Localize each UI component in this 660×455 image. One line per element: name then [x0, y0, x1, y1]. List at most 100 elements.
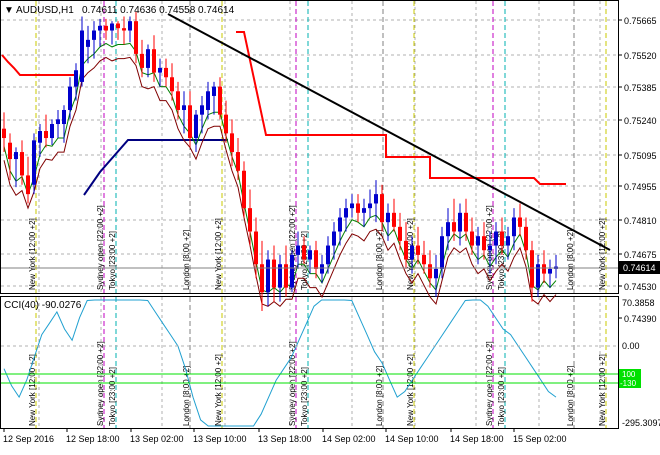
candle-body — [530, 250, 534, 288]
price-axis-label: 0.74810 — [624, 216, 657, 226]
price-axis-label: 0.74530 — [624, 282, 657, 292]
session-label-tokyo: Tokyo [23:00 +2] — [108, 231, 117, 290]
candle-body — [350, 203, 354, 209]
candle-body — [92, 30, 96, 40]
price-axis-label: 0.74675 — [624, 250, 657, 260]
candle-body — [212, 86, 216, 96]
trendline — [167, 13, 611, 251]
price-axis-label: 0.75665 — [624, 16, 657, 26]
price-axis-label: 0.75385 — [624, 83, 657, 93]
session-label-sydney: Sydney open [22:00 +2] — [485, 341, 494, 426]
time-axis-label: 13 Sep 10:00 — [193, 434, 247, 444]
session-label-tokyo: Tokyo [23:00 +2] — [497, 231, 506, 290]
red-level-line — [1, 54, 74, 76]
time-axis-label: 15 Sep 02:00 — [513, 434, 567, 444]
session-label-sydney: Sydney open [22:00 +2] — [288, 205, 297, 290]
candle-body — [188, 105, 192, 139]
session-label-ny: New York [12:00 +2] — [598, 218, 607, 290]
candle-body — [80, 30, 84, 82]
cci-panel[interactable] — [0, 296, 619, 429]
candle-body — [206, 91, 210, 110]
blue-level-line — [83, 139, 228, 196]
session-label-london: London [8:00 +2] — [375, 366, 384, 426]
cci-axis-bottom: -295.3097 — [622, 418, 660, 428]
session-label-sydney: Sydney open [22:00 +2] — [96, 341, 105, 426]
cci-level-plus: 100 — [622, 370, 636, 379]
candle-body — [242, 170, 246, 209]
session-label-london: London [8:00 +2] — [375, 230, 384, 290]
candle-body — [278, 264, 282, 288]
session-label-london: London [8:00 +2] — [566, 366, 575, 426]
time-axis-label: 13 Sep 18:00 — [258, 434, 312, 444]
candle-body — [104, 25, 108, 31]
candle-body — [452, 222, 456, 232]
cci-title: CCI(40) -90.0276 — [4, 300, 82, 311]
candle-body — [170, 77, 174, 92]
session-label-ny: New York [12:00 +2] — [28, 354, 37, 426]
candle-body — [20, 152, 24, 176]
candle-body — [356, 203, 360, 213]
time-axis-label: 14 Sep 18:00 — [450, 434, 504, 444]
candle-body — [410, 245, 414, 260]
candle-body — [116, 23, 120, 29]
cci-level-minus-tag — [619, 378, 641, 388]
candle-body — [50, 124, 54, 139]
session-label-london: London [8:00 +2] — [566, 230, 575, 290]
candle-body — [290, 254, 294, 288]
candle-body — [332, 231, 336, 246]
candle-body — [32, 140, 36, 185]
candle-body — [26, 175, 30, 195]
candle-body — [98, 25, 102, 31]
current-price-tag — [619, 261, 660, 274]
ma-dark-line — [3, 56, 557, 307]
candle-body — [500, 231, 504, 246]
candle-body — [200, 105, 204, 115]
candle-body — [326, 245, 330, 265]
candle-body — [494, 231, 498, 246]
candle-body — [362, 208, 366, 213]
candle-body — [374, 194, 378, 204]
session-label-ny: New York [12:00 +2] — [214, 218, 223, 290]
candle-body — [422, 254, 426, 265]
candle-body — [176, 91, 180, 110]
candle-body — [518, 217, 522, 227]
time-axis-label: 12 Sep 2016 — [3, 434, 54, 444]
candle-body — [152, 49, 156, 73]
cci-level-plus-tag — [619, 369, 641, 379]
candle-body — [224, 114, 228, 134]
candle-body — [158, 67, 162, 73]
candle-body — [110, 23, 114, 31]
candle-body — [8, 142, 12, 160]
candle-body — [308, 250, 312, 260]
candle-body — [164, 67, 168, 78]
session-label-ny: New York [12:00 +2] — [28, 218, 37, 290]
main-chart-panel[interactable] — [0, 0, 619, 294]
cci-level-minus: -130 — [620, 379, 637, 388]
session-label-london: London [8:00 +2] — [182, 230, 191, 290]
session-label-sydney: Sydney open [22:00 +2] — [288, 341, 297, 426]
candle-body — [386, 212, 390, 223]
candle-body — [122, 28, 126, 31]
price-axis-label: 0.74955 — [624, 182, 657, 192]
candle-body — [134, 21, 138, 54]
candle-body — [74, 70, 78, 87]
candle-body — [542, 264, 546, 274]
header-arrow-icon[interactable]: ▼ — [4, 5, 14, 16]
candle-body — [14, 152, 18, 160]
candle-body — [398, 226, 402, 241]
session-label-ny: New York [12:00 +2] — [214, 354, 223, 426]
candle-body — [476, 236, 480, 246]
candle-body — [2, 128, 6, 139]
candle-body — [296, 245, 300, 255]
candle-body — [338, 217, 342, 232]
candle-body — [434, 268, 438, 279]
candle-body — [536, 264, 540, 288]
time-axis-label: 14 Sep 02:00 — [322, 434, 376, 444]
candle-body — [146, 49, 150, 68]
candle-body — [140, 53, 144, 68]
candle-body — [368, 203, 372, 209]
current-price-label: 0.74614 — [623, 263, 656, 273]
candle-body — [464, 212, 468, 232]
candle-body — [458, 212, 462, 232]
